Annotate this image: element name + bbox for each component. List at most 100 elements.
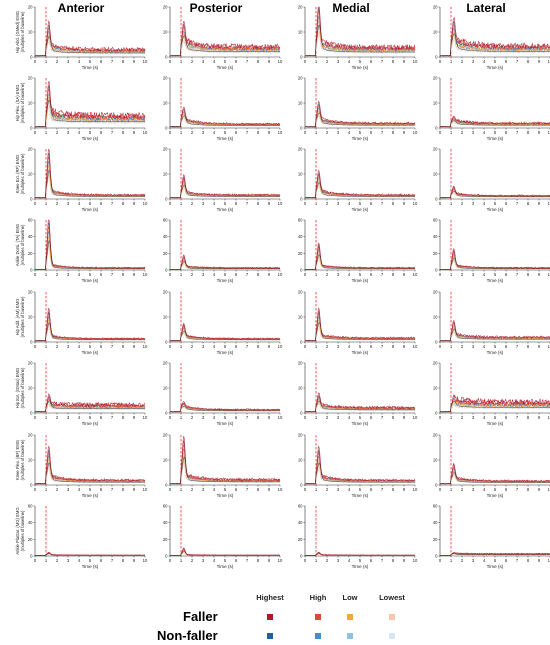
x-tick-label: 9 xyxy=(403,558,406,563)
series-line-non-faller-lowest xyxy=(34,404,146,413)
series-line-faller-highest xyxy=(304,307,416,342)
mean-line xyxy=(440,120,550,127)
x-tick-label: 1 xyxy=(450,487,453,492)
x-tick-label: 6 xyxy=(100,272,103,277)
y-tick-label: 10 xyxy=(298,172,303,177)
x-tick-label: 4 xyxy=(213,558,216,563)
x-tick-label: 6 xyxy=(370,487,373,492)
x-tick-label: 8 xyxy=(257,487,260,492)
mean-line xyxy=(440,401,550,412)
x-tick-label: 0 xyxy=(439,59,442,64)
x-tick-label: 10 xyxy=(548,415,550,420)
y-tick-label: 0 xyxy=(30,483,33,488)
x-tick-label: 6 xyxy=(235,415,238,420)
x-tick-label: 6 xyxy=(505,272,508,277)
panel-2-3: 0 10 20 0 1 2 3 4 5 6 7 8 9 10 Time (s) xyxy=(433,147,550,212)
x-tick-label: 8 xyxy=(392,415,395,420)
y-tick-label: 0 xyxy=(30,554,33,559)
x-tick-label: 6 xyxy=(100,558,103,563)
x-tick-label: 9 xyxy=(268,272,271,277)
x-axis-label: Time (s) xyxy=(352,350,369,355)
series-line-faller-highest xyxy=(34,393,146,413)
x-tick-label: 0 xyxy=(439,558,442,563)
x-tick-label: 7 xyxy=(111,415,114,420)
x-axis-label: Time (s) xyxy=(487,350,504,355)
x-tick-label: 9 xyxy=(268,344,271,349)
series-line-faller-high xyxy=(34,397,146,413)
y-tick-label: 0 xyxy=(300,268,303,273)
y-tick-label: 10 xyxy=(163,101,168,106)
x-tick-label: 10 xyxy=(413,415,418,420)
y-tick-label: 60 xyxy=(28,218,33,223)
y-tick-label: 20 xyxy=(163,251,168,256)
mean-line xyxy=(170,456,280,484)
x-tick-label: 0 xyxy=(439,201,442,206)
x-tick-label: 3 xyxy=(472,415,475,420)
panel-6-1: 0 10 20 0 1 2 3 4 5 6 7 8 9 10 Time (s) xyxy=(163,433,283,499)
x-tick-label: 5 xyxy=(224,558,227,563)
x-tick-label: 3 xyxy=(202,59,205,64)
legend-swatch-faller-lowest xyxy=(389,614,395,620)
y-tick-label: 60 xyxy=(433,504,438,509)
series-line-faller-high xyxy=(304,10,416,57)
y-tick-label: 20 xyxy=(433,147,438,152)
x-tick-label: 5 xyxy=(359,130,362,135)
x-tick-label: 2 xyxy=(326,201,329,206)
x-axis-label: Time (s) xyxy=(217,350,234,355)
x-tick-label: 6 xyxy=(370,201,373,206)
y-tick-label: 20 xyxy=(433,5,438,10)
panel-7-0: 0 20 40 60 0 1 2 3 4 5 6 7 8 9 10 Time (s) Ankle Plantar… xyxy=(15,504,148,570)
x-tick-label: 9 xyxy=(133,558,136,563)
legend-level-low: Low xyxy=(343,593,358,602)
panel-3-2: 0 20 40 60 0 1 2 3 4 5 6 7 8 9 10 Time (s) xyxy=(298,218,418,284)
series-line-faller-high xyxy=(304,246,416,271)
x-tick-label: 7 xyxy=(111,130,114,135)
x-axis-label: Time (s) xyxy=(352,65,369,70)
y-tick-label: 0 xyxy=(300,197,303,202)
x-tick-label: 3 xyxy=(472,487,475,492)
y-tick-label: 20 xyxy=(163,5,168,10)
mean-line xyxy=(35,553,145,556)
y-axis-label: Ankle Plantar. (MG) EMG(multiples of bas… xyxy=(15,507,25,554)
series-line-faller-highest xyxy=(439,462,550,485)
x-tick-label: 2 xyxy=(326,344,329,349)
x-tick-label: 0 xyxy=(304,344,307,349)
x-tick-label: 4 xyxy=(78,415,81,420)
x-tick-label: 0 xyxy=(169,272,172,277)
x-tick-label: 5 xyxy=(494,558,497,563)
x-axis-label: Time (s) xyxy=(487,278,504,283)
panel-3-0: 0 20 40 60 0 1 2 3 4 5 6 7 8 9 10 Time (s) Ankle Dorsi. … xyxy=(15,218,148,284)
y-tick-label: 40 xyxy=(163,520,168,525)
y-tick-label: 20 xyxy=(28,147,33,152)
x-tick-label: 10 xyxy=(143,344,148,349)
x-tick-label: 2 xyxy=(461,344,464,349)
mean-line xyxy=(440,328,550,341)
series-line-faller-highest xyxy=(34,20,146,57)
panel-5-2: 0 10 20 0 1 2 3 4 5 6 7 8 9 10 Time (s) xyxy=(298,361,418,427)
x-tick-label: 6 xyxy=(505,59,508,64)
x-tick-label: 0 xyxy=(34,130,37,135)
x-tick-label: 0 xyxy=(34,487,37,492)
x-tick-label: 4 xyxy=(483,272,486,277)
x-tick-label: 5 xyxy=(494,201,497,206)
mean-line xyxy=(170,551,280,556)
panel-6-3: 0 10 20 0 1 2 3 4 5 6 7 8 9 10 Time (s) xyxy=(433,433,550,498)
series-line-faller-highest xyxy=(169,174,281,199)
series-line-non-faller-high xyxy=(169,30,281,57)
panel-2-2: 0 10 20 0 1 2 3 4 5 6 7 8 9 10 Time (s) xyxy=(298,147,418,213)
series-line-faller-highest xyxy=(34,148,146,199)
y-tick-label: 10 xyxy=(433,315,438,320)
x-tick-label: 8 xyxy=(392,487,395,492)
y-tick-label: 10 xyxy=(28,30,33,35)
y-tick-label: 40 xyxy=(433,520,438,525)
column-titles: Anterior Posterior Medial Lateral xyxy=(58,1,506,15)
x-tick-label: 10 xyxy=(413,130,418,135)
x-tick-label: 0 xyxy=(304,201,307,206)
x-tick-label: 9 xyxy=(403,415,406,420)
x-tick-label: 3 xyxy=(67,59,70,64)
panel-5-3: 0 10 20 0 1 2 3 4 5 6 7 8 9 10 Time (s) xyxy=(433,361,550,426)
x-tick-label: 6 xyxy=(370,344,373,349)
x-tick-label: 2 xyxy=(191,272,194,277)
panel-3-1: 0 20 40 60 0 1 2 3 4 5 6 7 8 9 10 Time (s) xyxy=(163,218,283,284)
